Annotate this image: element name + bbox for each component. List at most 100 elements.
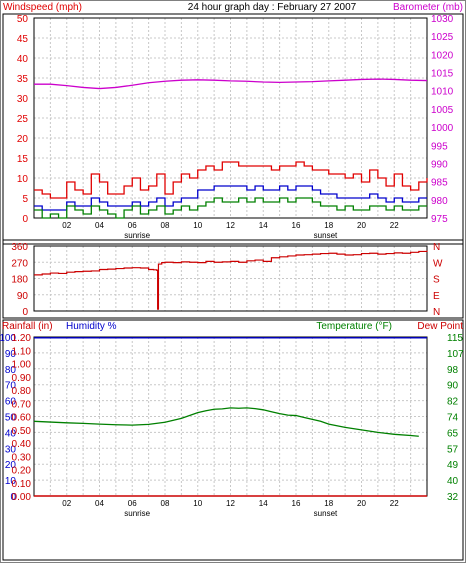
temperature-axis-label: Temperature (°F) bbox=[316, 321, 392, 332]
x-tick-label: 16 bbox=[292, 499, 301, 508]
humidity-tick: 10 bbox=[5, 476, 17, 487]
rainfall-tick: 0.00 bbox=[12, 492, 32, 503]
windspeed-tick: 5 bbox=[22, 194, 28, 205]
windspeed-tick: 15 bbox=[17, 154, 29, 165]
plot-border bbox=[33, 245, 428, 312]
compass-label: S bbox=[433, 275, 440, 286]
x-tick-label: 10 bbox=[193, 221, 202, 230]
x-tick-label: 04 bbox=[95, 499, 104, 508]
humidity-tick: 70 bbox=[5, 381, 17, 392]
sunrise-label: sunrise bbox=[124, 231, 150, 240]
temperature-tick: 74 bbox=[447, 413, 459, 424]
x-tick-label: 20 bbox=[357, 221, 366, 230]
direction-tick: 0 bbox=[22, 307, 28, 318]
windspeed-tick: 10 bbox=[17, 174, 29, 185]
compass-label: E bbox=[433, 291, 440, 302]
windspeed-tick: 25 bbox=[17, 114, 29, 125]
sunset-label: sunset bbox=[314, 231, 338, 240]
x-tick-label: 04 bbox=[95, 221, 104, 230]
x-tick-label: 02 bbox=[62, 221, 71, 230]
temperature-tick: 82 bbox=[447, 397, 459, 408]
windspeed-tick: 0 bbox=[22, 214, 28, 225]
rainfall-tick: 0.80 bbox=[12, 386, 32, 397]
humidity-tick: 0 bbox=[10, 492, 16, 503]
barometer-tick: 1000 bbox=[431, 123, 454, 134]
barometer-tick: 1005 bbox=[431, 105, 454, 116]
direction-series bbox=[34, 250, 428, 310]
temperature-tick: 40 bbox=[447, 476, 459, 487]
baro-series bbox=[34, 78, 428, 90]
humidity-tick: 80 bbox=[5, 365, 17, 376]
temperature-tick: 57 bbox=[447, 444, 459, 455]
gust-series bbox=[34, 161, 428, 199]
humidity-tick: 30 bbox=[5, 444, 17, 455]
rainfall-axis-label: Rainfall (in) bbox=[2, 321, 53, 332]
windspeed-tick: 35 bbox=[17, 74, 29, 85]
windspeed-tick: 20 bbox=[17, 134, 29, 145]
humidity-tick: 100 bbox=[0, 333, 16, 344]
panel-border bbox=[2, 13, 464, 245]
panel-border bbox=[2, 319, 464, 561]
rainfall-tick: 1.10 bbox=[12, 346, 32, 357]
temperature-tick: 32 bbox=[447, 492, 459, 503]
graph-title: 24 hour graph day : February 27 2007 bbox=[188, 2, 357, 13]
x-tick-label: 14 bbox=[259, 499, 268, 508]
temperature-tick: 107 bbox=[447, 349, 464, 360]
x-tick-label: 20 bbox=[357, 499, 366, 508]
windspeed-axis-label: Windspeed (mph) bbox=[3, 2, 82, 13]
humidity-tick: 90 bbox=[5, 349, 17, 360]
direction-tick: 270 bbox=[11, 258, 28, 269]
compass-label: W bbox=[433, 258, 443, 269]
x-tick-label: 06 bbox=[128, 221, 137, 230]
rainfall-tick: 0.30 bbox=[12, 452, 32, 463]
x-tick-label: 18 bbox=[324, 221, 333, 230]
barometer-tick: 985 bbox=[431, 178, 448, 189]
compass-label: N bbox=[433, 307, 440, 318]
temperature-series bbox=[33, 407, 419, 437]
x-tick-label: 08 bbox=[161, 221, 170, 230]
temperature-tick: 115 bbox=[447, 333, 463, 344]
barometer-tick: 995 bbox=[431, 141, 448, 152]
rainfall-tick: 0.70 bbox=[12, 399, 32, 410]
rainfall-tick: 1.00 bbox=[12, 360, 32, 371]
rainfall-tick: 1.20 bbox=[12, 333, 32, 344]
dewpoint-axis-label: Dew Point bbox=[417, 321, 463, 332]
x-tick-label: 02 bbox=[62, 499, 71, 508]
temperature-tick: 98 bbox=[447, 365, 459, 376]
rain-humidity-temperature-panel: Rainfall (in) Humidity % Temperature (°F) D… bbox=[0, 319, 464, 561]
barometer-tick: 980 bbox=[431, 196, 448, 207]
barometer-tick: 1025 bbox=[431, 32, 454, 43]
x-tick-label: 10 bbox=[193, 499, 202, 508]
rainfall-tick: 0.90 bbox=[12, 373, 32, 384]
barometer-tick: 1010 bbox=[431, 87, 454, 98]
direction-tick: 90 bbox=[17, 291, 29, 302]
rainfall-tick: 0.20 bbox=[12, 466, 32, 477]
barometer-tick: 990 bbox=[431, 159, 448, 170]
humidity-tick: 20 bbox=[5, 460, 17, 471]
barometer-tick: 1030 bbox=[431, 14, 454, 25]
rainfall-tick: 0.60 bbox=[12, 413, 32, 424]
temperature-tick: 90 bbox=[447, 381, 459, 392]
barometer-tick: 975 bbox=[431, 214, 448, 225]
x-tick-label: 22 bbox=[390, 221, 399, 230]
x-tick-label: 14 bbox=[259, 221, 268, 230]
barometer-tick: 1020 bbox=[431, 50, 454, 61]
wind-series bbox=[34, 197, 427, 219]
x-tick-label: 08 bbox=[161, 499, 170, 508]
humidity-axis-label: Humidity % bbox=[66, 321, 117, 332]
windspeed-tick: 50 bbox=[17, 14, 29, 25]
x-tick-label: 18 bbox=[324, 499, 333, 508]
avg-series bbox=[34, 185, 427, 211]
windspeed-tick: 45 bbox=[17, 34, 29, 45]
sunrise-label: sunrise bbox=[124, 509, 150, 518]
barometer-axis-label: Barometer (mb) bbox=[393, 2, 463, 13]
x-tick-label: 12 bbox=[226, 221, 235, 230]
humidity-tick: 60 bbox=[5, 397, 17, 408]
panel-border bbox=[2, 239, 464, 319]
humidity-tick: 40 bbox=[5, 428, 17, 439]
windspeed-tick: 40 bbox=[17, 54, 29, 65]
rainfall-tick: 0.40 bbox=[12, 439, 32, 450]
